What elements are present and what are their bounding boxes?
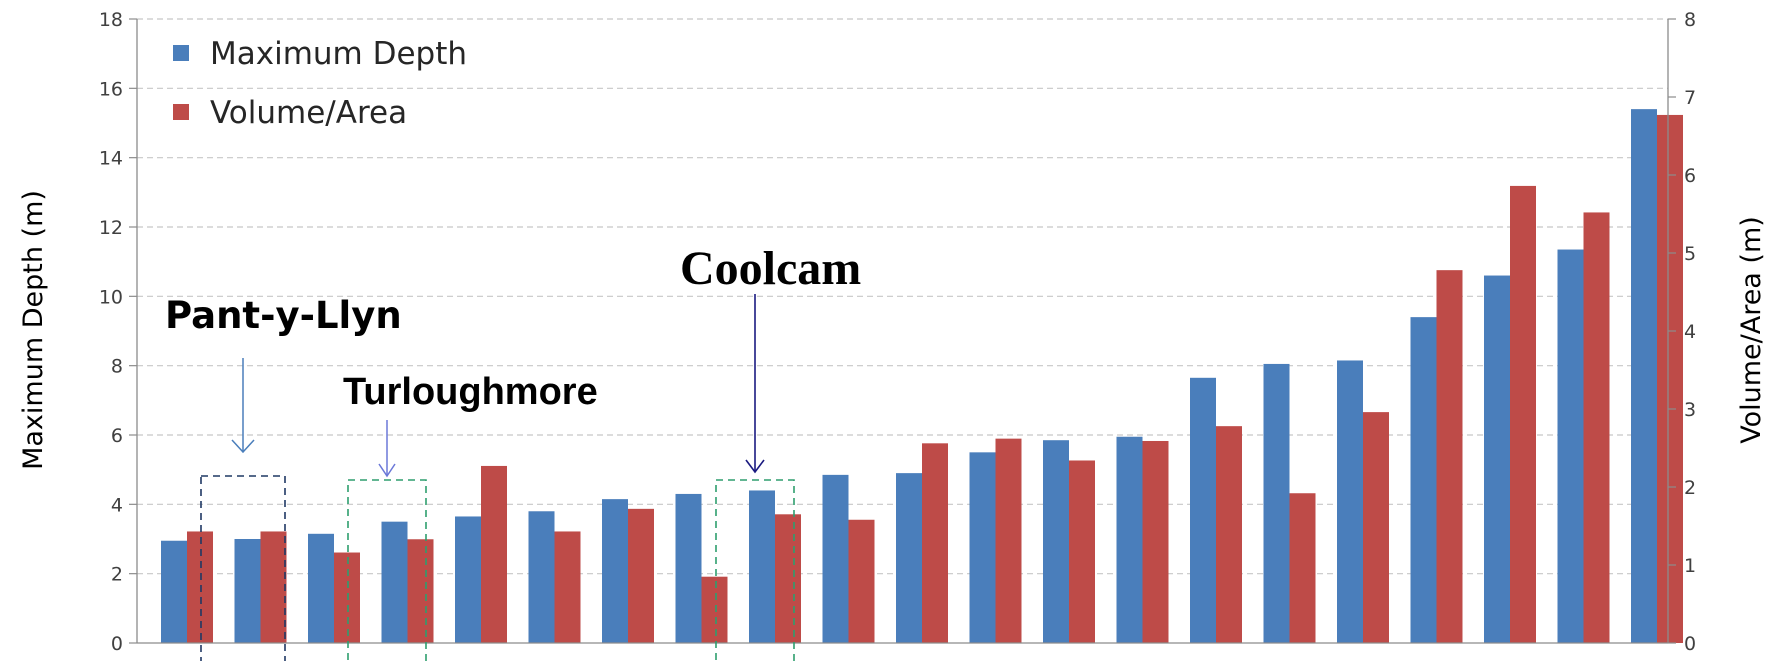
bar-volume-area [1657, 114, 1683, 643]
y2-tick-label: 8 [1684, 9, 1696, 31]
y2-tick-label: 6 [1684, 165, 1696, 187]
bar-maximum-depth [675, 493, 702, 643]
y-tick-label: 6 [111, 425, 123, 447]
y2-axis-title: Volume/Area (m) [1736, 216, 1767, 444]
bar-maximum-depth [161, 540, 187, 643]
bar-volume-area [848, 519, 875, 643]
bar-maximum-depth [455, 516, 481, 643]
bar-volume-area [1216, 426, 1242, 643]
bar-volume-area [1289, 493, 1316, 643]
y-tick-label: 4 [111, 494, 123, 516]
annotations: Pant-y-Llyn Turloughmore Coolcam [165, 242, 861, 661]
bar-volume-area [995, 438, 1022, 643]
annotation-arrow-pant-y-llyn [231, 358, 255, 454]
annotation-box-turloughmore [347, 479, 427, 661]
bar-maximum-depth [1557, 249, 1584, 644]
bar-maximum-depth [1043, 440, 1069, 643]
bar-volume-area [922, 443, 948, 643]
bar-maximum-depth [822, 474, 849, 643]
bar-volume-area [1510, 185, 1536, 644]
bar-maximum-depth [308, 533, 334, 643]
y2-tick-label: 7 [1684, 87, 1696, 109]
bar-volume-area [701, 576, 728, 643]
bar-maximum-depth [528, 511, 555, 643]
annotation-box-coolcam [715, 479, 795, 661]
bar-volume-area [1583, 212, 1610, 643]
bar-volume-area [1363, 412, 1389, 643]
annotation-arrow-coolcam [745, 294, 765, 474]
bar-volume-area [334, 552, 360, 643]
y-tick-label: 8 [111, 356, 123, 378]
legend-swatch-volume-area [173, 104, 189, 120]
y-tick-label: 18 [99, 9, 123, 31]
y-axis-ticks: 0 2 4 6 8 10 12 14 16 18 [99, 9, 137, 655]
annotation-label-turloughmore: Turloughmore [343, 371, 598, 413]
gridlines [137, 18, 1668, 575]
bar-volume-area [187, 531, 213, 643]
bar-maximum-depth [1631, 109, 1657, 644]
y2-tick-label: 1 [1684, 555, 1696, 577]
bar-maximum-depth [1337, 360, 1363, 643]
bar-volume-area [1142, 440, 1169, 643]
legend-swatch-maximum-depth [173, 45, 189, 61]
bar-maximum-depth [234, 539, 261, 643]
annotation-label-pant-y-llyn: Pant-y-Llyn [165, 294, 402, 337]
legend-label-volume-area: Volume/Area [210, 95, 407, 131]
bar-maximum-depth [896, 473, 922, 643]
bar-volume-area [554, 531, 581, 643]
y-tick-label: 14 [99, 148, 123, 170]
y2-tick-label: 0 [1684, 633, 1696, 655]
bar-maximum-depth [749, 490, 775, 643]
y-tick-label: 16 [99, 78, 123, 100]
y-tick-label: 0 [111, 633, 123, 655]
bar-maximum-depth [602, 499, 628, 643]
y2-tick-label: 4 [1684, 321, 1696, 343]
bar-maximum-depth [1263, 363, 1290, 643]
bar-maximum-depth [1410, 317, 1437, 643]
bar-volume-area [628, 508, 654, 643]
y-axis-title: Maximum Depth (m) [18, 190, 49, 470]
bar-volume-area [1436, 270, 1463, 643]
bar-maximum-depth [969, 452, 996, 643]
bar-volume-area [1069, 460, 1095, 643]
bar-maximum-depth [1116, 436, 1143, 643]
bar-volume-area [481, 465, 507, 643]
y2-axis-ticks: 0 1 2 3 4 5 6 7 8 [1668, 9, 1696, 655]
annotation-box-pant-y-llyn [200, 475, 286, 661]
annotation-arrow-turloughmore [378, 420, 396, 478]
y-tick-label: 2 [111, 564, 123, 586]
bars [161, 109, 1683, 644]
y2-tick-label: 3 [1684, 399, 1696, 421]
legend-label-maximum-depth: Maximum Depth [210, 36, 467, 72]
y2-tick-label: 5 [1684, 243, 1696, 265]
bar-volume-area [407, 539, 434, 643]
bar-maximum-depth [1190, 377, 1216, 643]
bar-volume-area [775, 514, 801, 643]
legend: Maximum Depth Volume/Area [173, 36, 467, 131]
y2-tick-label: 2 [1684, 477, 1696, 499]
bar-maximum-depth [381, 521, 408, 643]
bar-volume-area [260, 531, 287, 643]
annotation-label-coolcam: Coolcam [680, 242, 861, 295]
bar-maximum-depth [1484, 275, 1510, 643]
y-tick-label: 12 [99, 217, 123, 239]
y-tick-label: 10 [99, 286, 123, 308]
